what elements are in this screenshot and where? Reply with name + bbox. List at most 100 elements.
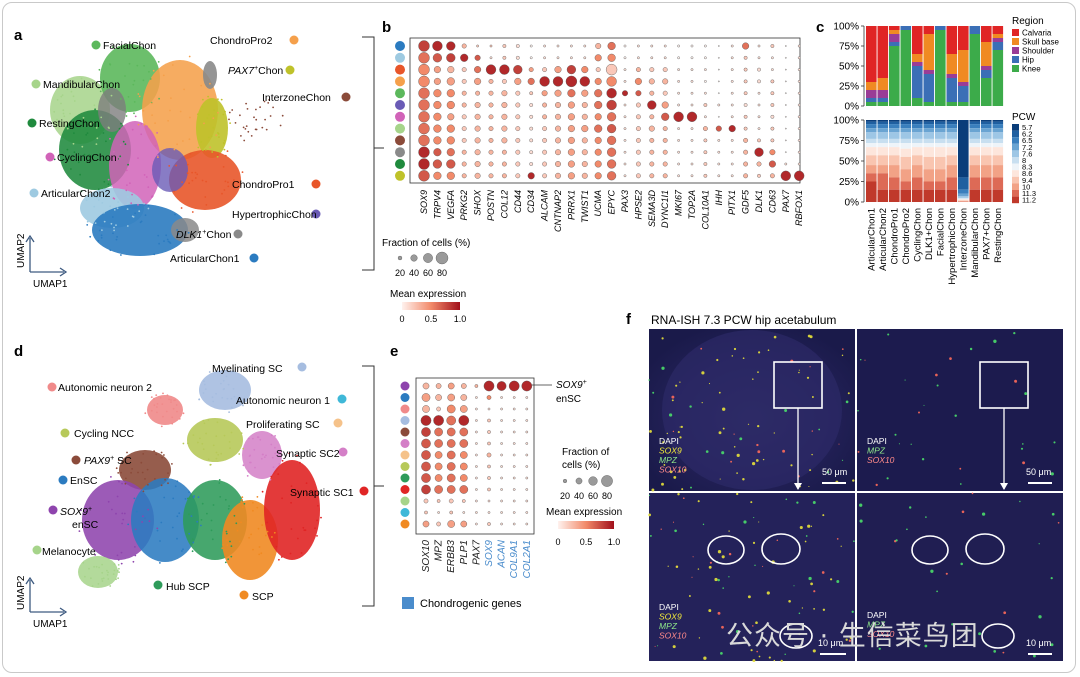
- ish-signal-spot: [813, 590, 816, 593]
- expression-dot: [757, 115, 761, 119]
- expression-dot: [488, 78, 494, 84]
- ish-signal-spot: [700, 347, 703, 350]
- umap-d-point: [209, 464, 212, 466]
- expression-dot: [502, 44, 507, 48]
- pcw-legend-swatch: [1012, 183, 1019, 190]
- umap-d-point: [248, 536, 251, 539]
- row-color-marker: [395, 76, 405, 87]
- ish-signal-spot: [859, 358, 862, 361]
- umap-a-point: [117, 201, 119, 204]
- umap-d-point: [228, 411, 231, 413]
- pcw-bar-segment: [992, 165, 1004, 178]
- ish-signal-spot: [895, 539, 898, 542]
- umap-d-point: [95, 565, 98, 568]
- umap-a-point: [191, 179, 194, 182]
- expression-dot: [488, 161, 494, 167]
- umap-a-point: [85, 133, 88, 136]
- ish-signal-spot: [840, 545, 842, 547]
- umap-d-point: [160, 425, 163, 428]
- ish-signal-spot: [722, 407, 726, 411]
- pcw-bar-segment: [889, 177, 900, 190]
- cluster-color-dot: [297, 362, 307, 372]
- region-bar-segment: [981, 70, 992, 78]
- expression-dot: [635, 67, 641, 73]
- umap-a-point: [126, 184, 128, 187]
- umap-a-point: [151, 114, 154, 116]
- ish-signal-spot: [661, 337, 664, 340]
- umap-d-point: [261, 524, 264, 526]
- expression-dot: [770, 79, 775, 84]
- expression-dot: [512, 430, 516, 434]
- expression-dot: [623, 139, 627, 142]
- expression-dot: [501, 149, 507, 155]
- expression-dot: [730, 174, 734, 178]
- gene-label: PAX3: [620, 190, 630, 212]
- expression-dot: [757, 138, 761, 143]
- expression-dot: [686, 111, 698, 122]
- cluster-label: Hub SCP: [166, 581, 210, 593]
- expression-dot: [475, 488, 478, 491]
- expression-dot: [797, 56, 801, 60]
- region-legend-swatch: [1012, 65, 1019, 72]
- pcw-bar-segment: [866, 121, 877, 125]
- pcw-legend-label: 11.2: [1022, 196, 1036, 205]
- pcw-bar-segment: [981, 121, 992, 125]
- ish-signal-spot: [968, 628, 970, 630]
- region-bar-segment: [866, 90, 877, 98]
- ish-signal-spot: [804, 540, 807, 543]
- expression-dot: [449, 510, 454, 515]
- umap-a-point: [189, 152, 192, 155]
- umap-d-point: [156, 529, 159, 532]
- region-bar-segment: [889, 46, 900, 106]
- size-legend-tick: 80: [437, 268, 447, 278]
- pcw-bar-segment: [912, 138, 923, 143]
- expression-dot: [459, 405, 468, 413]
- umap-a-point: [245, 102, 248, 105]
- umap-a-scatter-points: [53, 45, 284, 256]
- umap-d-point: [192, 541, 195, 544]
- umap-a-point: [98, 68, 101, 71]
- umap-d-point: [203, 422, 206, 425]
- umap-d-point: [204, 388, 207, 390]
- expression-dot: [785, 80, 787, 83]
- umap-d-point: [182, 442, 185, 445]
- expression-dot: [512, 396, 516, 399]
- expression-dot: [717, 174, 721, 178]
- expression-dot: [754, 147, 764, 157]
- expression-dot: [542, 114, 548, 120]
- umap-d-point: [250, 533, 253, 536]
- channel-label: DAPI: [659, 602, 679, 612]
- expression-dot: [797, 150, 801, 154]
- umap-a-point: [53, 158, 56, 161]
- panel-c-stacked-bars: 100%75%50%25%0%100%75%50%25%0% Articular…: [833, 16, 1059, 285]
- pcw-bar-segment: [992, 147, 1004, 156]
- expression-dot: [570, 44, 573, 48]
- umap-d-point: [191, 550, 194, 553]
- umap-d-point: [225, 532, 228, 535]
- ish-signal-spot: [857, 409, 859, 412]
- ish-signal-spot: [993, 650, 997, 653]
- umap-a-point: [264, 118, 266, 121]
- gene-label: ACAN: [497, 539, 508, 569]
- umap-d-point: [229, 542, 232, 545]
- pcw-bar-segment: [992, 155, 1004, 166]
- umap-d-point: [154, 478, 156, 480]
- umap-a-point: [64, 158, 67, 161]
- ish-signal-spot: [679, 436, 682, 439]
- umap-d-point: [266, 530, 269, 533]
- expression-dot: [690, 80, 694, 83]
- expression-dot: [730, 56, 734, 60]
- umap-d-point: [142, 453, 145, 455]
- expression-dot: [797, 103, 801, 107]
- pcw-bar-segment: [969, 128, 981, 133]
- pcw-legend-label: 7.2: [1022, 143, 1032, 152]
- umap-d-point: [259, 438, 262, 441]
- gene-label: MKI67: [674, 189, 684, 216]
- umap-a-point: [153, 253, 156, 256]
- pcw-bar-segment: [935, 128, 946, 133]
- row-color-marker: [400, 416, 410, 425]
- expression-dot: [422, 382, 430, 390]
- expression-dot: [500, 476, 503, 480]
- gene-label: ALCAM: [540, 190, 550, 223]
